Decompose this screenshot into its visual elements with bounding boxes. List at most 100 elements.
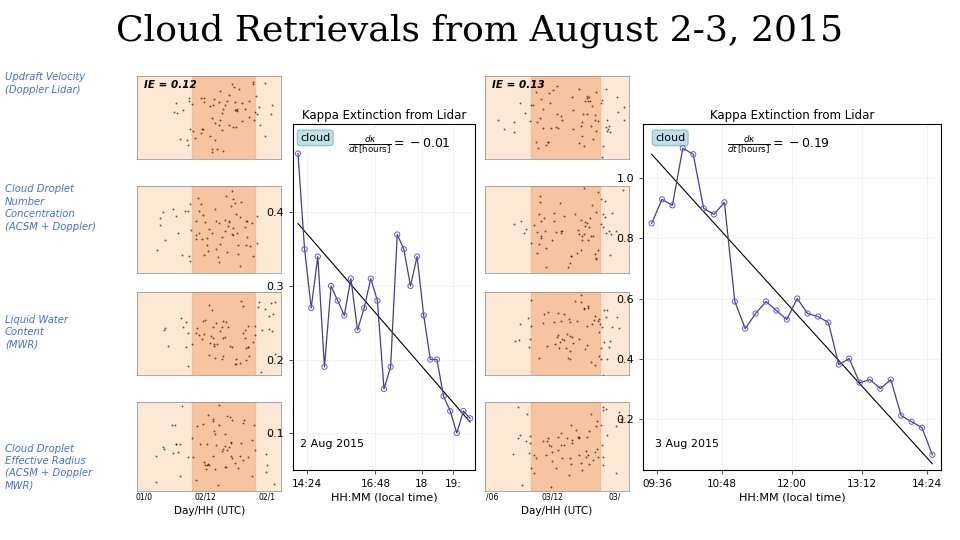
- Point: [349, 326, 365, 334]
- Point: [518, 437, 534, 445]
- Point: [172, 471, 187, 480]
- Point: [169, 440, 184, 449]
- Point: [842, 354, 857, 363]
- Point: [208, 441, 224, 449]
- Point: [612, 408, 627, 416]
- Point: [540, 434, 556, 443]
- Point: [237, 105, 252, 113]
- Point: [533, 191, 548, 200]
- Point: [821, 318, 836, 327]
- Point: [570, 432, 586, 441]
- Point: [526, 450, 541, 459]
- Point: [581, 302, 596, 310]
- Point: [436, 392, 451, 401]
- Point: [577, 97, 592, 105]
- Point: [220, 323, 235, 332]
- Point: [594, 152, 610, 161]
- Point: [258, 468, 274, 476]
- Point: [422, 355, 438, 364]
- Point: [209, 340, 225, 348]
- Point: [587, 316, 602, 325]
- Point: [214, 233, 229, 241]
- Point: [226, 195, 241, 204]
- Point: [564, 460, 579, 469]
- Point: [595, 453, 611, 461]
- Point: [595, 406, 611, 414]
- Point: [580, 322, 595, 330]
- Point: [245, 79, 260, 88]
- Point: [198, 461, 213, 469]
- Bar: [192, 292, 255, 375]
- Point: [218, 101, 233, 110]
- Point: [201, 225, 216, 234]
- Point: [168, 211, 183, 220]
- Point: [168, 99, 183, 107]
- Point: [205, 100, 221, 109]
- Point: [240, 453, 255, 462]
- Point: [582, 92, 597, 101]
- Point: [217, 216, 232, 225]
- Point: [593, 421, 609, 430]
- Point: [258, 449, 274, 458]
- Point: [543, 483, 559, 492]
- Point: [264, 100, 279, 109]
- Point: [599, 355, 614, 363]
- Point: [579, 433, 594, 441]
- Point: [589, 417, 605, 426]
- Point: [568, 426, 584, 434]
- Point: [586, 232, 601, 240]
- Point: [205, 323, 221, 332]
- X-axis label: Day/HH (UTC): Day/HH (UTC): [521, 506, 592, 516]
- Point: [376, 384, 392, 393]
- Point: [310, 252, 325, 261]
- Point: [553, 228, 568, 237]
- Point: [603, 230, 618, 238]
- Point: [586, 455, 601, 464]
- Point: [571, 229, 587, 238]
- Point: [206, 339, 222, 348]
- Point: [513, 320, 528, 329]
- Point: [219, 318, 234, 326]
- Point: [552, 338, 567, 346]
- Point: [505, 450, 520, 458]
- Text: cloud: cloud: [655, 133, 685, 143]
- Point: [190, 324, 205, 333]
- Point: [508, 336, 523, 345]
- Point: [211, 258, 227, 266]
- Point: [769, 306, 784, 315]
- Point: [862, 375, 877, 384]
- Point: [157, 323, 173, 332]
- Point: [593, 219, 609, 228]
- Point: [197, 97, 212, 106]
- Point: [330, 296, 346, 305]
- Point: [204, 305, 220, 314]
- Point: [370, 296, 385, 305]
- Point: [224, 230, 239, 238]
- Point: [168, 440, 183, 449]
- Point: [248, 330, 263, 339]
- Point: [180, 453, 196, 461]
- Point: [564, 252, 579, 260]
- Point: [584, 357, 599, 366]
- Point: [219, 191, 234, 200]
- Point: [243, 242, 258, 251]
- Point: [571, 433, 587, 441]
- Point: [563, 347, 578, 356]
- Point: [578, 447, 593, 455]
- Point: [574, 118, 589, 126]
- Point: [597, 212, 612, 221]
- Point: [228, 123, 243, 131]
- Point: [555, 454, 570, 462]
- Point: [181, 96, 197, 105]
- Point: [588, 254, 604, 262]
- Point: [511, 434, 526, 442]
- Point: [240, 233, 255, 241]
- Point: [583, 410, 598, 418]
- Point: [533, 234, 548, 242]
- Point: [180, 206, 196, 215]
- Point: [542, 98, 558, 107]
- Point: [574, 131, 589, 140]
- Point: [550, 309, 565, 318]
- Point: [254, 325, 270, 334]
- Point: [598, 313, 613, 321]
